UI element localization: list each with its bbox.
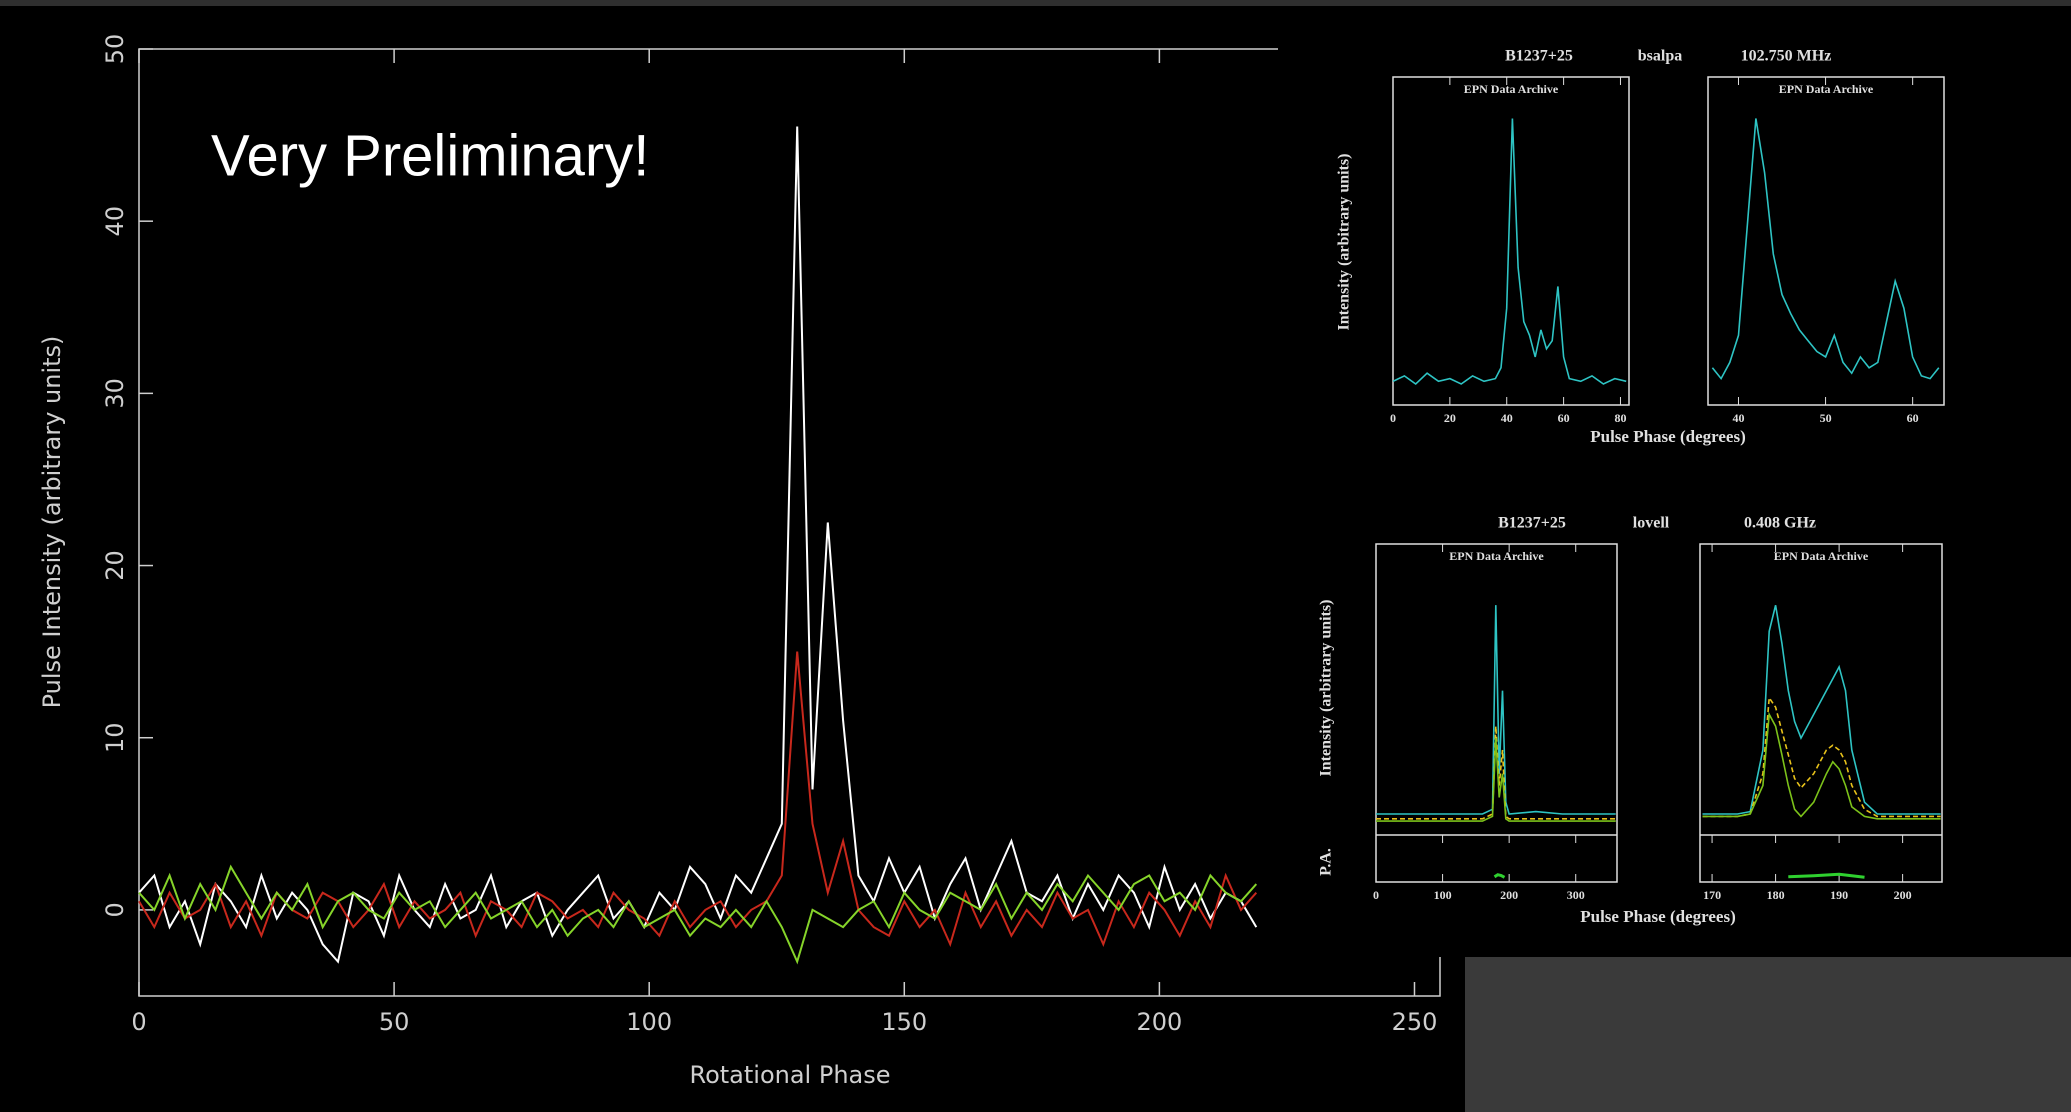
data-line	[138, 651, 1258, 948]
x-tick-label: 180	[1767, 888, 1785, 902]
x-tick-label: 200	[1894, 888, 1912, 902]
x-tick-label: 0	[1373, 888, 1379, 902]
inset-subtitle: EPN Data Archive	[1779, 82, 1874, 96]
inset-frame	[1392, 76, 1630, 406]
x-tick-label: 250	[1392, 1008, 1438, 1036]
data-line	[1702, 711, 1941, 820]
y-tick-label: 30	[101, 378, 129, 409]
x-tick-label: 0	[1390, 411, 1396, 425]
inset-title: 0.408 GHz	[1744, 515, 1816, 532]
x-axis-label: Rotational Phase	[689, 1061, 890, 1089]
x-axis-label: Pulse Phase (degrees)	[1580, 907, 1736, 926]
inset-subtitle: EPN Data Archive	[1449, 549, 1544, 563]
data-line	[138, 864, 1258, 965]
x-tick-label: 80	[1614, 411, 1626, 425]
data-line	[138, 126, 1258, 964]
inset-title: 102.750 MHz	[1741, 48, 1832, 65]
data-line	[1493, 873, 1506, 879]
inset-subtitle: EPN Data Archive	[1464, 82, 1559, 96]
x-tick-label: 60	[1907, 411, 1919, 425]
x-tick-label: 20	[1444, 411, 1456, 425]
y-tick-label: 40	[101, 206, 129, 237]
x-tick-label: 190	[1830, 888, 1848, 902]
y-axis-label: Intensity (arbitrary units)	[1336, 154, 1353, 331]
y-tick-label: 0	[101, 902, 129, 917]
data-line	[1392, 118, 1627, 386]
x-tick-label: 40	[1501, 411, 1513, 425]
inset-background	[1278, 6, 2071, 957]
y-axis-label: Pulse Intensity (arbitrary units)	[38, 336, 66, 709]
x-tick-label: 170	[1703, 888, 1721, 902]
annotation: Very Preliminary!	[211, 123, 649, 188]
data-line	[1788, 872, 1865, 879]
x-tick-label: 50	[1820, 411, 1832, 425]
data-line	[1376, 605, 1616, 815]
x-tick-label: 150	[881, 1008, 927, 1036]
y-tick-label: 20	[101, 550, 129, 581]
x-tick-label: 300	[1567, 888, 1585, 902]
inset-title: bsalpa	[1638, 48, 1682, 65]
y-tick-label: 10	[101, 722, 129, 753]
x-tick-label: 60	[1558, 411, 1570, 425]
x-tick-label: 50	[379, 1008, 410, 1036]
x-tick-label: 200	[1136, 1008, 1182, 1036]
slide-margin	[1465, 957, 2071, 1112]
x-tick-label: 200	[1500, 888, 1518, 902]
x-tick-label: 40	[1732, 411, 1744, 425]
inset-title: B1237+25	[1505, 48, 1573, 65]
pa-axis-label: P.A.	[1318, 848, 1335, 876]
inset-title: B1237+25	[1498, 515, 1566, 532]
y-tick-label: 50	[101, 34, 129, 65]
data-line	[1702, 695, 1941, 818]
inset-frame	[1375, 543, 1618, 883]
inset-title: lovell	[1633, 515, 1670, 532]
x-tick-label: 100	[1434, 888, 1452, 902]
inset-subtitle: EPN Data Archive	[1774, 549, 1869, 563]
data-line	[1711, 118, 1940, 381]
x-tick-label: 100	[626, 1008, 672, 1036]
y-axis-label: Intensity (arbitrary units)	[1318, 600, 1335, 777]
x-axis-label: Pulse Phase (degrees)	[1590, 427, 1746, 446]
data-line	[1376, 738, 1616, 822]
x-tick-label: 0	[131, 1008, 146, 1036]
inset-frame	[1699, 543, 1943, 883]
